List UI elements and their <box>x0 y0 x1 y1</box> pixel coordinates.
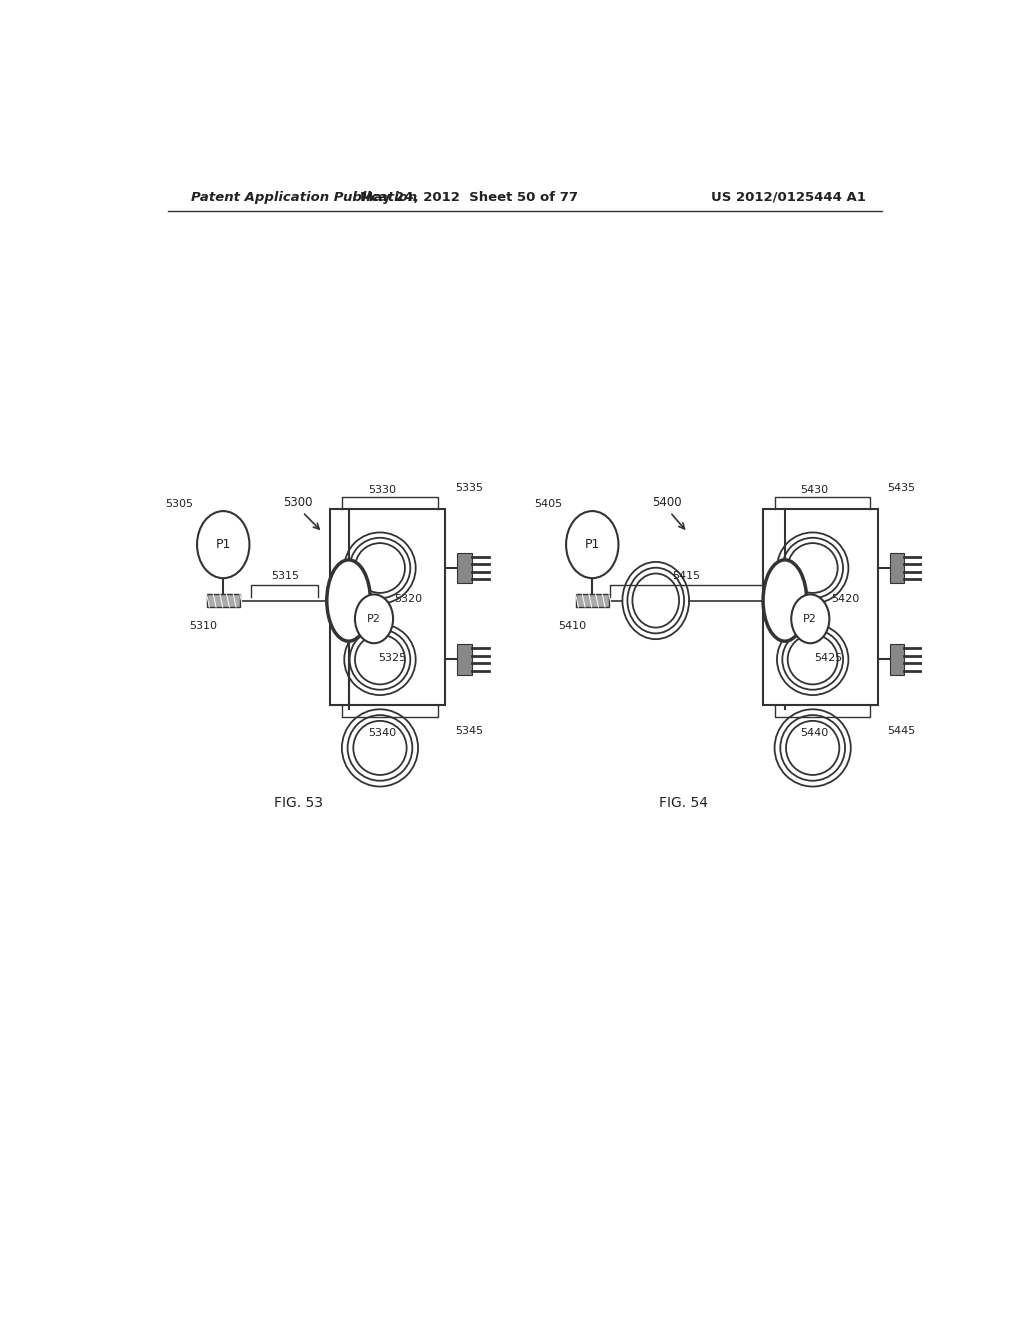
Bar <box>890 644 904 675</box>
Text: 5410: 5410 <box>558 620 587 631</box>
Text: FIG. 54: FIG. 54 <box>659 796 708 809</box>
Text: 5340: 5340 <box>368 727 396 738</box>
Text: P1: P1 <box>215 539 231 552</box>
Text: 5305: 5305 <box>165 499 194 510</box>
Circle shape <box>355 594 393 643</box>
Text: P2: P2 <box>804 614 817 624</box>
Text: 5345: 5345 <box>455 726 483 735</box>
Bar <box>763 510 879 705</box>
Bar <box>458 644 472 675</box>
Text: 5445: 5445 <box>888 726 915 735</box>
Text: P2: P2 <box>367 614 381 624</box>
Text: 5300: 5300 <box>283 496 312 510</box>
Bar <box>331 510 445 705</box>
Text: 5320: 5320 <box>394 594 423 603</box>
Text: 5435: 5435 <box>888 483 915 492</box>
Text: 5400: 5400 <box>651 496 681 510</box>
Bar <box>575 594 609 607</box>
Bar <box>207 594 240 607</box>
Text: 5425: 5425 <box>814 653 843 664</box>
Text: May 24, 2012  Sheet 50 of 77: May 24, 2012 Sheet 50 of 77 <box>360 191 579 203</box>
Text: 5415: 5415 <box>673 572 700 581</box>
Text: FIG. 53: FIG. 53 <box>274 796 324 809</box>
Text: 5330: 5330 <box>368 484 396 495</box>
Circle shape <box>792 594 829 643</box>
Text: 5440: 5440 <box>801 727 828 738</box>
Text: 5325: 5325 <box>378 653 407 664</box>
Circle shape <box>566 511 618 578</box>
Text: P1: P1 <box>585 539 600 552</box>
Bar <box>890 553 904 583</box>
Text: Patent Application Publication: Patent Application Publication <box>191 191 418 203</box>
Text: 5315: 5315 <box>270 572 299 581</box>
Text: 5430: 5430 <box>801 484 828 495</box>
Circle shape <box>197 511 250 578</box>
Text: 5420: 5420 <box>830 594 859 603</box>
Ellipse shape <box>327 560 371 642</box>
Text: 5310: 5310 <box>189 620 217 631</box>
Text: 5405: 5405 <box>534 499 562 510</box>
Ellipse shape <box>763 560 807 642</box>
Text: US 2012/0125444 A1: US 2012/0125444 A1 <box>712 191 866 203</box>
Text: 5335: 5335 <box>455 483 483 492</box>
Bar <box>458 553 472 583</box>
